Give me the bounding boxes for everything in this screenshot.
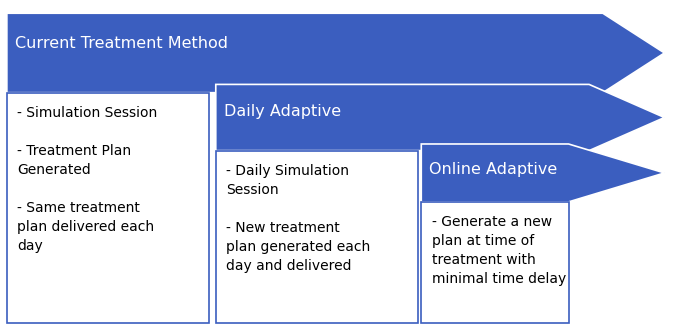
Text: - Daily Simulation
Session

- New treatment
plan generated each
day and delivere: - Daily Simulation Session - New treatme… bbox=[226, 164, 371, 273]
Polygon shape bbox=[216, 84, 664, 151]
Text: - Generate a new
plan at time of
treatment with
minimal time delay: - Generate a new plan at time of treatme… bbox=[432, 215, 566, 286]
Text: Current Treatment Method: Current Treatment Method bbox=[15, 36, 228, 51]
Polygon shape bbox=[421, 144, 664, 202]
Bar bbox=[7, 93, 209, 323]
Polygon shape bbox=[7, 13, 664, 93]
Text: Online Adaptive: Online Adaptive bbox=[429, 162, 558, 177]
Text: - Simulation Session

- Treatment Plan
Generated

- Same treatment
plan delivere: - Simulation Session - Treatment Plan Ge… bbox=[17, 106, 158, 253]
Bar bbox=[216, 151, 418, 323]
Text: Daily Adaptive: Daily Adaptive bbox=[224, 104, 341, 119]
Bar bbox=[421, 202, 569, 323]
